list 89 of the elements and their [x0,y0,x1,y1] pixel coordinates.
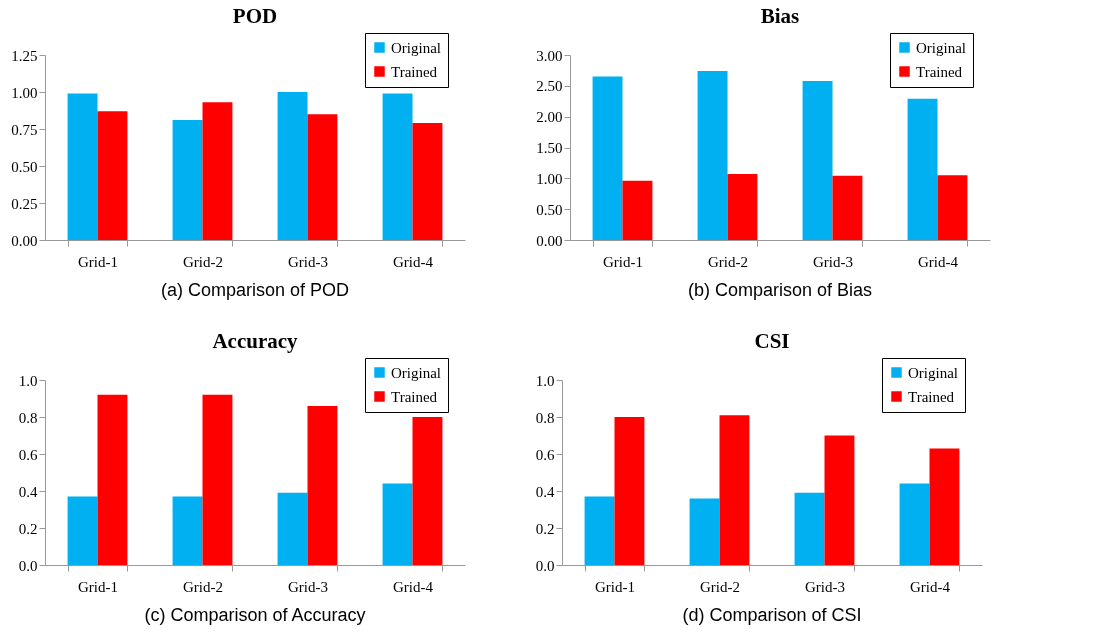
x-tick-label: Grid-3 [288,578,328,595]
bar [307,405,338,565]
y-tick-label: 0.50 [11,158,38,175]
bar [907,98,938,240]
y-tick-label: 2.00 [536,109,563,126]
bar [899,483,930,565]
y-tick-label: 0.4 [535,483,555,500]
x-tick-label: Grid-3 [805,578,845,595]
text: (b) Comparison of Bias [687,280,873,300]
bar [97,111,128,240]
x-tick-label: Grid-2 [700,578,740,595]
bar [614,417,645,565]
y-tick-label: 1.0 [18,372,38,389]
bar [172,496,203,565]
x-tick-label: Grid-1 [78,578,118,595]
bar [592,76,623,240]
x-tick-label: Grid-1 [603,253,643,270]
x-tick-label: Grid-1 [595,578,635,595]
bar [382,93,413,240]
legend-label: Trained [391,388,438,405]
x-tick-label: Grid-3 [288,253,328,270]
bar [937,175,968,240]
y-tick-label: 0.00 [536,232,563,249]
y-tick-label: 0.6 [535,446,555,463]
x-tick-label: Grid-3 [813,253,853,270]
legend-label: Original [391,39,441,56]
y-tick-label: 0.8 [18,409,38,426]
chart-title: POD [232,3,278,28]
y-tick-label: 0.75 [11,121,38,138]
bar [584,496,615,565]
legend-label: Original [908,364,958,381]
bar [929,448,960,565]
text: (a) Comparison of POD [160,280,350,300]
x-tick-label: Grid-2 [183,253,223,270]
bar [697,71,728,240]
bar [412,417,443,565]
x-tick-label: Grid-1 [78,253,118,270]
bar [202,394,233,565]
bar [794,492,825,565]
bar [277,492,308,565]
y-tick-label: 0.0 [18,557,38,574]
y-tick-label: 3.00 [536,47,563,64]
bar [824,435,855,565]
y-tick-label: 1.00 [11,84,38,101]
bar [277,92,308,240]
y-tick-label: 0.00 [11,232,38,249]
y-tick-label: 0.2 [18,520,38,537]
x-tick-label: Grid-4 [393,253,434,270]
y-tick-label: 1.0 [535,372,555,389]
bar [689,498,720,565]
y-tick-label: 0.50 [536,201,563,218]
bar [622,180,653,240]
y-tick-label: 0.4 [18,483,38,500]
y-tick-label: 0.0 [535,557,555,574]
chart-title: Accuracy [212,328,299,353]
y-tick-label: 0.8 [535,409,555,426]
legend-label: Trained [908,388,955,405]
x-tick-label: Grid-4 [918,253,959,270]
legend-label: Original [916,39,966,56]
bar [307,114,338,240]
bar [719,415,750,565]
bar [172,120,203,240]
legend-label: Original [391,364,441,381]
y-tick-label: 1.50 [536,140,563,156]
legend-label: Trained [916,63,963,80]
bar [832,175,863,240]
chart-title: CSI [754,328,790,353]
chart-title: Bias [760,3,800,28]
x-tick-label: Grid-4 [910,578,951,595]
bar [67,496,98,565]
bar [97,394,128,565]
y-tick-label: 0.2 [535,520,555,537]
bar [727,174,758,240]
y-tick-label: 2.50 [536,78,563,95]
y-tick-label: 0.6 [18,446,38,463]
legend-label: Trained [391,63,438,80]
bar [67,93,98,240]
y-tick-label: 0.25 [11,195,38,212]
text: (c) Comparison of Accuracy [144,605,366,625]
bar [382,483,413,565]
x-tick-label: Grid-4 [393,578,434,595]
y-tick-label: 1.25 [11,47,38,64]
bar [802,80,833,240]
bar [412,123,443,240]
x-tick-label: Grid-2 [183,578,223,595]
x-tick-label: Grid-2 [708,253,748,270]
y-tick-label: 1.00 [536,170,563,187]
text: (d) Comparison of CSI [682,605,862,625]
bar [202,102,233,240]
